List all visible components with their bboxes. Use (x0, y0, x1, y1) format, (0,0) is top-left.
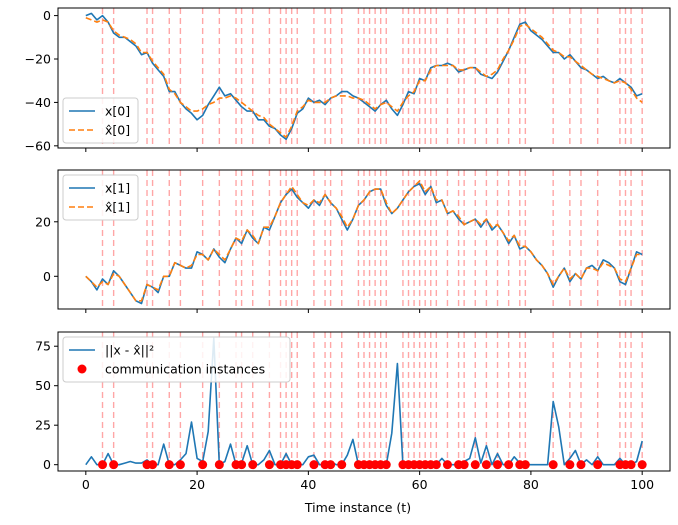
bottom-panel: 0 25 50 75 0 20 40 60 80 100 ||x - x̂||² communicat… (35, 331, 671, 492)
comm-point (175, 460, 185, 470)
y-tick-label: 20 (35, 214, 51, 229)
series-line-0 (85, 12, 643, 141)
comm-point (381, 460, 391, 470)
comm-point (459, 460, 469, 470)
legend: ||x - x̂||² communication instances (62, 336, 291, 383)
comm-point (109, 460, 119, 470)
series-line-1 (85, 17, 643, 138)
legend-label: x̂[1] (105, 200, 130, 215)
comm-point (326, 460, 336, 470)
legend-label: ||x - x̂||² (105, 343, 154, 358)
axes-frame (57, 7, 671, 149)
x-tick-label: 20 (189, 477, 205, 492)
top-panel: 0 −20 −40 −60 x[0] x̂[0] (25, 7, 671, 153)
x-tick-label: 100 (630, 477, 654, 492)
comm-point (309, 460, 319, 470)
y-tick-label: 0 (43, 269, 51, 284)
y-tick-label: 75 (35, 339, 51, 354)
y-tick-label: 25 (35, 418, 51, 433)
y-tick-label: 0 (43, 457, 51, 472)
comm-point (431, 460, 441, 470)
comm-point (148, 460, 158, 470)
x-tick-label: 80 (523, 477, 539, 492)
y-tick-label: 50 (35, 378, 51, 393)
comm-point (548, 460, 558, 470)
comm-point (504, 460, 514, 470)
legend-box (62, 336, 291, 383)
comm-point (493, 460, 503, 470)
legend: x[0] x̂[0] (62, 97, 139, 144)
comm-point (565, 460, 575, 470)
x-axis-label: Time instance (t) (304, 500, 411, 515)
y-tick-label: −60 (25, 138, 51, 153)
comm-point (520, 460, 530, 470)
legend-box (62, 97, 139, 144)
legend-label: communication instances (105, 362, 265, 377)
comm-point (637, 460, 647, 470)
y-tick-label: −40 (25, 95, 51, 110)
middle-panel: 0 20 x[1] x̂[1] (35, 169, 671, 313)
comm-point (98, 460, 108, 470)
comm-point (292, 460, 302, 470)
axes-frame (57, 331, 671, 472)
legend-label: x[1] (105, 181, 130, 196)
comm-point (214, 460, 224, 470)
legend-marker (77, 364, 87, 374)
comm-point (237, 460, 247, 470)
y-tick-label: 0 (43, 8, 51, 23)
y-tick-label: −20 (25, 52, 51, 67)
comm-point (626, 460, 636, 470)
comm-point (337, 460, 347, 470)
comm-point (442, 460, 452, 470)
axes-frame (57, 169, 671, 310)
legend-box (62, 174, 139, 221)
comm-point (481, 460, 491, 470)
comm-point (470, 460, 480, 470)
comm-point (164, 460, 174, 470)
legend-label: x[0] (105, 104, 130, 119)
comm-point (264, 460, 274, 470)
comm-point (248, 460, 258, 470)
legend: x[1] x̂[1] (62, 174, 139, 221)
x-tick-label: 60 (412, 477, 428, 492)
legend-label: x̂[0] (105, 123, 130, 138)
x-tick-label: 0 (82, 477, 90, 492)
x-tick-label: 40 (300, 477, 316, 492)
series-line-1 (85, 180, 643, 302)
comm-point (576, 460, 586, 470)
comm-point (198, 460, 208, 470)
comm-point (593, 460, 603, 470)
